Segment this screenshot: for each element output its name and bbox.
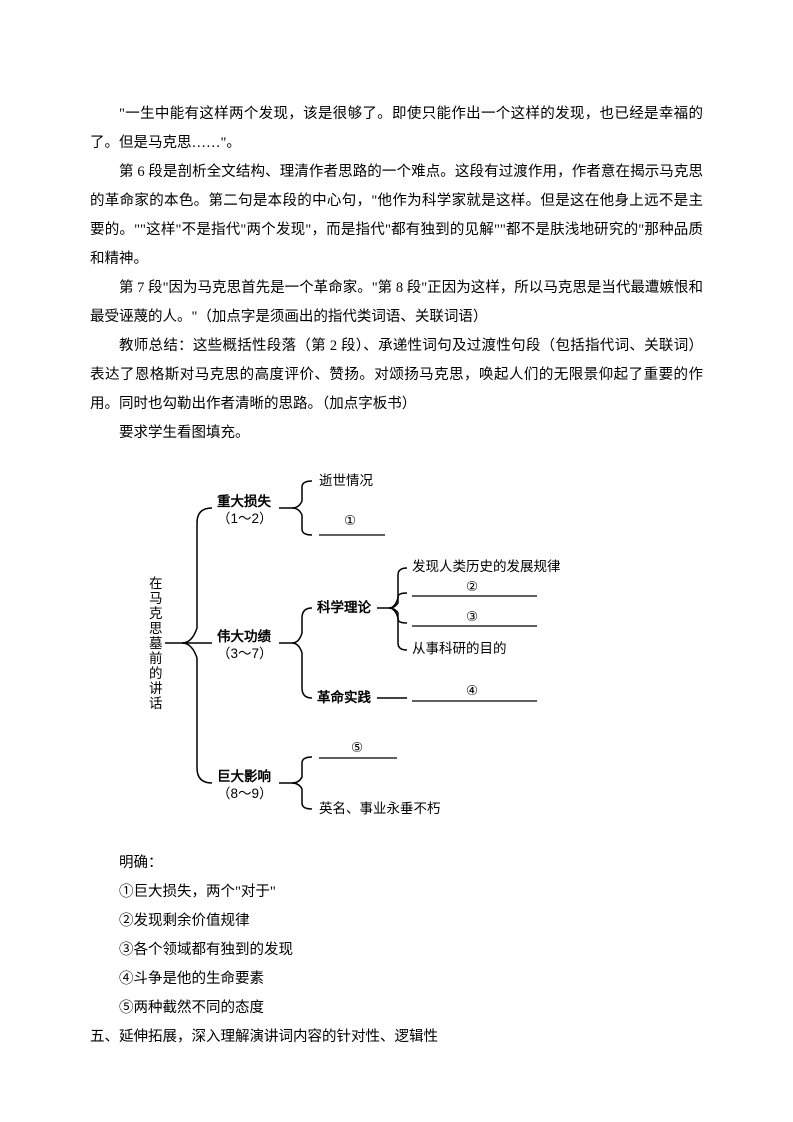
svg-text:④: ④ bbox=[465, 683, 477, 698]
tree-diagram: 在 马 克 思 墓 前 的 讲 话 重大损失 （1～2） 逝世情况 ① 伟大功绩… bbox=[137, 463, 657, 834]
svg-text:讲: 讲 bbox=[149, 681, 163, 696]
svg-text:⑤: ⑤ bbox=[350, 740, 362, 755]
answers-block: 明确： ①巨大损失，两个"对于" ②发现剩余价值规律 ③各个领域都有独到的发现 … bbox=[90, 849, 703, 1023]
svg-text:从事科研的目的: 从事科研的目的 bbox=[412, 641, 507, 656]
branch-3: 巨大影响 （8～9） ⑤ 英名、事业永垂不朽 bbox=[217, 740, 441, 816]
svg-text:在: 在 bbox=[149, 576, 163, 591]
svg-text:克: 克 bbox=[149, 606, 163, 621]
branch-2: 伟大功绩 （3～7） 科学理论 发现人类历史的发展规律 ② ③ 从事科研的目的 … bbox=[217, 559, 561, 705]
svg-text:②: ② bbox=[465, 579, 477, 594]
paragraph-1: "一生中能有这样两个发现，该是很够了。即使只能作出一个这样的发现，也已经是幸福的… bbox=[90, 100, 703, 158]
svg-text:英名、事业永垂不朽: 英名、事业永垂不朽 bbox=[319, 800, 441, 816]
svg-text:思: 思 bbox=[149, 621, 163, 636]
svg-text:①: ① bbox=[343, 513, 355, 528]
svg-text:巨大影响: 巨大影响 bbox=[217, 768, 271, 784]
diagram-svg: 在 马 克 思 墓 前 的 讲 话 重大损失 （1～2） 逝世情况 ① 伟大功绩… bbox=[137, 463, 657, 823]
svg-text:伟大功绩: 伟大功绩 bbox=[217, 628, 271, 644]
answers-heading: 明确： bbox=[90, 849, 703, 878]
answer-5: ⑤两种截然不同的态度 bbox=[90, 994, 703, 1023]
paragraph-2: 第 6 段是剖析全文结构、理清作者思路的一个难点。这段有过渡作用，作者意在揭示马… bbox=[90, 158, 703, 274]
paragraph-3: 第 7 段"因为马克思首先是一个革命家。"第 8 段"正因为这样，所以马克思是当… bbox=[90, 274, 703, 332]
closing-line: 五、延伸拓展，深入理解演讲词内容的针对性、逻辑性 bbox=[90, 1023, 703, 1052]
svg-text:马: 马 bbox=[149, 591, 163, 606]
svg-text:前: 前 bbox=[149, 650, 163, 666]
answer-1: ①巨大损失，两个"对于" bbox=[90, 878, 703, 907]
root-label: 在 马 克 思 墓 前 的 讲 话 bbox=[149, 576, 163, 711]
paragraph-4: 教师总结：这些概括性段落（第 2 段）、承递性词句及过渡性句段（包括指代词、关联… bbox=[90, 332, 703, 419]
svg-text:的: 的 bbox=[149, 666, 163, 681]
main-bracket bbox=[182, 508, 212, 783]
svg-text:革命实践: 革命实践 bbox=[317, 689, 371, 705]
branch-1: 重大损失 （1～2） 逝世情况 ① bbox=[217, 473, 385, 535]
answer-3: ③各个领域都有独到的发现 bbox=[90, 936, 703, 965]
svg-text:科学理论: 科学理论 bbox=[317, 599, 371, 615]
answer-2: ②发现剩余价值规律 bbox=[90, 907, 703, 936]
svg-text:逝世情况: 逝世情况 bbox=[319, 473, 373, 488]
svg-text:发现人类历史的发展规律: 发现人类历史的发展规律 bbox=[412, 559, 561, 574]
svg-text:话: 话 bbox=[149, 696, 163, 711]
svg-text:墓: 墓 bbox=[149, 636, 163, 651]
svg-text:③: ③ bbox=[465, 609, 477, 624]
paragraph-5: 要求学生看图填充。 bbox=[90, 419, 703, 448]
svg-text:（3～7）: （3～7） bbox=[217, 646, 273, 661]
svg-text:（1～2）: （1～2） bbox=[217, 511, 273, 526]
answer-4: ④斗争是他的生命要素 bbox=[90, 965, 703, 994]
svg-text:（8～9）: （8～9） bbox=[217, 786, 273, 801]
svg-text:重大损失: 重大损失 bbox=[217, 493, 271, 509]
